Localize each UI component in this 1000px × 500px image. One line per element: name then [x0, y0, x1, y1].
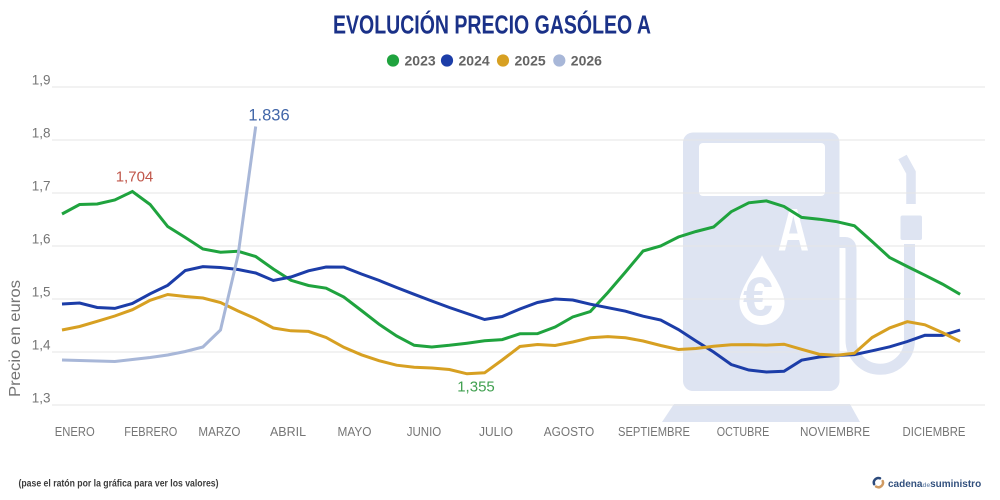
svg-text:cadenadesuministro: cadenadesuministro: [888, 479, 981, 490]
svg-text:2025: 2025: [515, 53, 546, 69]
svg-text:ENERO: ENERO: [55, 424, 95, 439]
svg-text:€: €: [743, 266, 773, 328]
svg-text:JUNIO: JUNIO: [407, 424, 442, 439]
svg-text:MARZO: MARZO: [198, 424, 240, 439]
svg-text:1,355: 1,355: [457, 379, 495, 396]
svg-text:OCTUBRE: OCTUBRE: [717, 424, 770, 439]
svg-text:1,7: 1,7: [32, 179, 51, 194]
svg-text:1,8: 1,8: [32, 126, 51, 141]
svg-text:2023: 2023: [405, 53, 436, 69]
svg-text:1,4: 1,4: [32, 338, 51, 353]
svg-text:FEBRERO: FEBRERO: [124, 424, 177, 439]
svg-text:1,704: 1,704: [116, 169, 154, 186]
svg-text:(pase el ratón por la gráfica: (pase el ratón por la gráfica para ver l…: [19, 479, 219, 490]
svg-text:1.836: 1.836: [248, 107, 289, 125]
svg-text:EVOLUCIÓN PRECIO GASÓLEO A: EVOLUCIÓN PRECIO GASÓLEO A: [333, 10, 651, 40]
svg-text:2024: 2024: [459, 53, 490, 69]
svg-text:1,6: 1,6: [32, 232, 51, 247]
svg-text:ABRIL: ABRIL: [270, 424, 306, 439]
svg-text:DICIEMBRE: DICIEMBRE: [903, 424, 966, 439]
svg-text:MAYO: MAYO: [338, 424, 372, 439]
svg-text:1,9: 1,9: [32, 73, 51, 88]
svg-text:JULIO: JULIO: [479, 424, 513, 439]
svg-text:AGOSTO: AGOSTO: [544, 424, 595, 439]
svg-text:1,3: 1,3: [32, 391, 51, 406]
svg-text:A: A: [778, 197, 810, 264]
svg-text:SEPTIEMBRE: SEPTIEMBRE: [618, 424, 690, 439]
svg-text:1,5: 1,5: [32, 285, 51, 300]
svg-text:Precio en euros: Precio en euros: [7, 280, 24, 397]
svg-text:NOVIEMBRE: NOVIEMBRE: [800, 424, 870, 439]
svg-text:2026: 2026: [571, 53, 602, 69]
